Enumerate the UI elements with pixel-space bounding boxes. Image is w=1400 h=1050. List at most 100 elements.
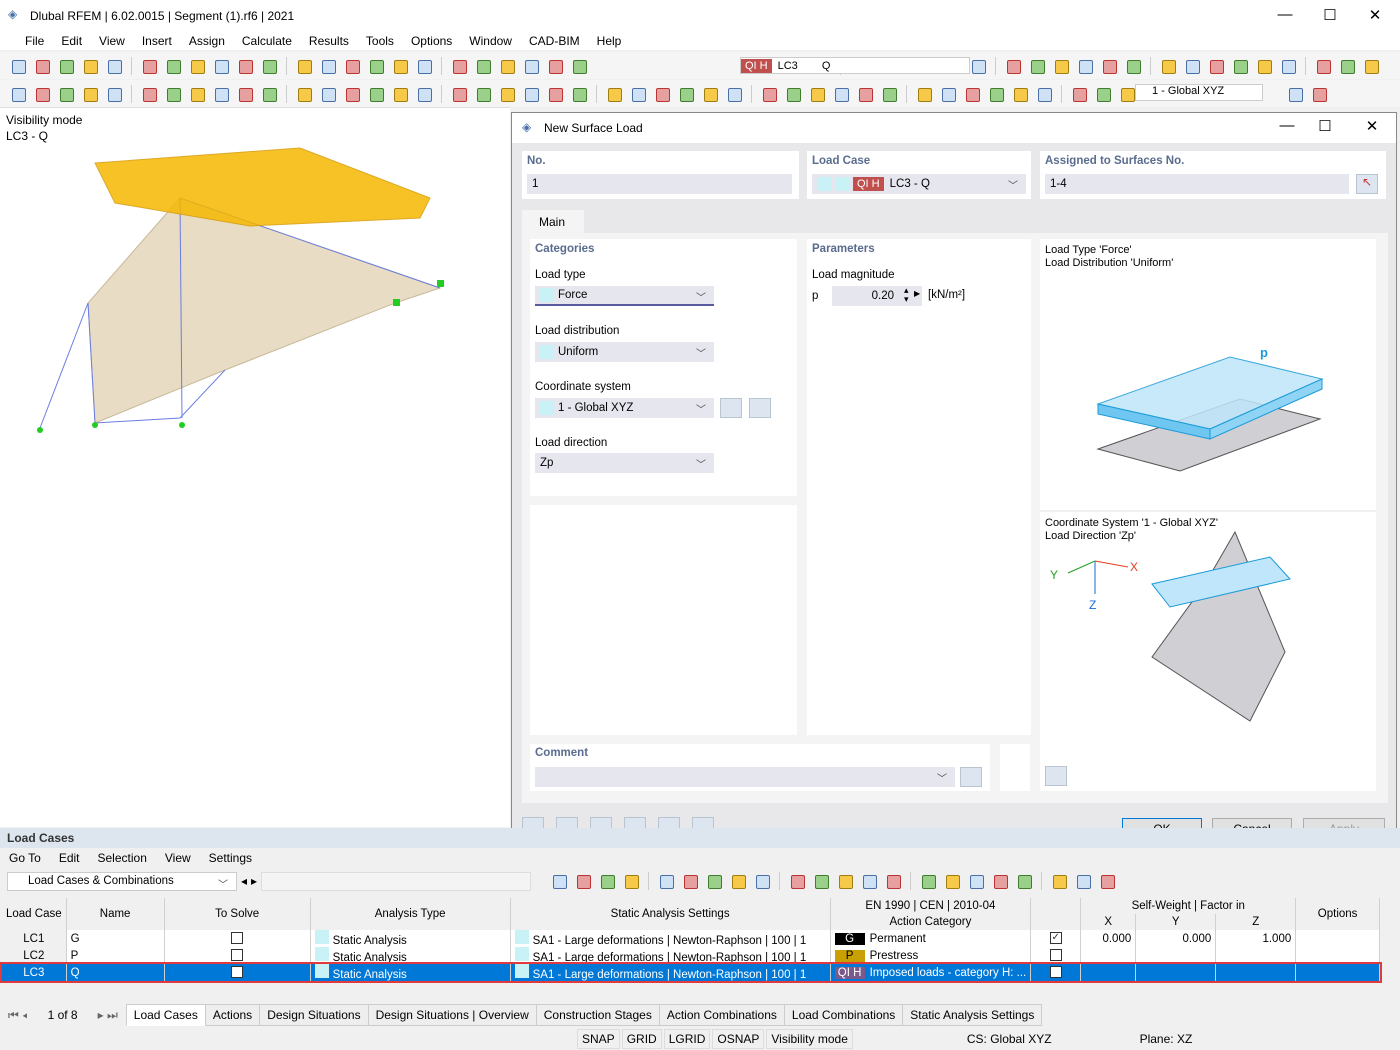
- toolbar-button[interactable]: [139, 85, 159, 103]
- toolbar-button[interactable]: [1123, 57, 1143, 75]
- toolbar-button[interactable]: [1361, 57, 1381, 75]
- toolbar-button[interactable]: [1309, 85, 1329, 103]
- toolbar-button[interactable]: [1230, 57, 1250, 75]
- toolbar-button[interactable]: [1051, 57, 1071, 75]
- menu-window[interactable]: Window: [469, 34, 512, 48]
- next-arrow-icon[interactable]: ▸: [251, 874, 258, 888]
- toolbar-button[interactable]: [211, 85, 231, 103]
- comment-input[interactable]: ﹀: [535, 767, 955, 787]
- toolbar-button[interactable]: [56, 57, 76, 75]
- panel-menu-item[interactable]: Go To: [9, 851, 41, 865]
- toolbar-button[interactable]: [414, 57, 434, 75]
- menu-cad-bim[interactable]: CAD-BIM: [528, 34, 580, 48]
- menu-options[interactable]: Options: [410, 34, 453, 48]
- to-solve-checkbox[interactable]: [231, 932, 244, 945]
- toolbar-button[interactable]: [473, 85, 493, 103]
- filter-dropdown[interactable]: Load Cases & Combinations ﹀: [7, 871, 237, 891]
- toolbar-button[interactable]: [473, 57, 493, 75]
- toolbar-button[interactable]: [990, 872, 1010, 890]
- toolbar-button[interactable]: [545, 57, 565, 75]
- toolbar-button[interactable]: [521, 57, 541, 75]
- toolbar-button[interactable]: [235, 57, 255, 75]
- dialog-maximize-button[interactable]: ☐: [1318, 118, 1332, 135]
- view-options-icon[interactable]: [1045, 766, 1067, 786]
- toolbar-button[interactable]: [831, 85, 851, 103]
- toolbar-button[interactable]: [962, 85, 982, 103]
- toolbar-button[interactable]: [1027, 57, 1047, 75]
- toolbar-button[interactable]: [569, 85, 589, 103]
- comment-library-icon[interactable]: [960, 767, 982, 787]
- load-case-dropdown[interactable]: QI H LC3 - Q ﹀: [812, 174, 1026, 194]
- pick-surfaces-icon[interactable]: ↖: [1356, 174, 1378, 194]
- toolbar-button[interactable]: [1278, 57, 1298, 75]
- new-coord-system-icon[interactable]: [720, 398, 742, 418]
- toolbar-button[interactable]: [497, 85, 517, 103]
- toolbar-button[interactable]: [942, 872, 962, 890]
- tab-actions[interactable]: Actions: [204, 1004, 261, 1026]
- dialog-minimize-button[interactable]: —: [1279, 117, 1295, 134]
- toolbar-button[interactable]: [704, 872, 724, 890]
- menu-view[interactable]: View: [99, 34, 125, 48]
- toolbar-button[interactable]: [259, 57, 279, 75]
- snap-toggle[interactable]: SNAP: [577, 1028, 620, 1049]
- toolbar-button[interactable]: [414, 85, 434, 103]
- toolbar-button[interactable]: [811, 872, 831, 890]
- visibility-mode-status[interactable]: Visibility mode: [766, 1028, 853, 1049]
- dialog-close-button[interactable]: ✕: [1365, 118, 1379, 135]
- toolbar-button[interactable]: [8, 85, 28, 103]
- menu-help[interactable]: Help: [596, 34, 622, 48]
- menu-assign[interactable]: Assign: [188, 34, 225, 48]
- toolbar-button[interactable]: [390, 85, 410, 103]
- toolbar-button[interactable]: [621, 872, 641, 890]
- toolbar-button[interactable]: [187, 57, 207, 75]
- toolbar-button[interactable]: [1014, 872, 1034, 890]
- self-weight-checkbox[interactable]: ✓: [1049, 932, 1062, 945]
- menu-insert[interactable]: Insert: [141, 34, 172, 48]
- tab-main[interactable]: Main: [522, 210, 584, 234]
- toolbar-button[interactable]: [1069, 85, 1089, 103]
- toolbar-button[interactable]: [8, 57, 28, 75]
- toolbar-button[interactable]: [652, 85, 672, 103]
- toolbar-button[interactable]: [1093, 85, 1113, 103]
- toolbar-button[interactable]: [966, 872, 986, 890]
- toolbar-button[interactable]: [656, 872, 676, 890]
- coord-system-dropdown[interactable]: 1 - Global XYZ ﹀: [535, 398, 714, 418]
- toolbar-button[interactable]: [366, 57, 386, 75]
- toolbar-button[interactable]: [1254, 57, 1274, 75]
- no-field[interactable]: 1: [527, 174, 792, 194]
- table-row[interactable]: LC3 Q Static Analysis SA1 - Large deformati…: [0, 962, 1382, 983]
- toolbar-button[interactable]: [680, 872, 700, 890]
- panel-menu-item[interactable]: Edit: [58, 851, 80, 865]
- self-weight-checkbox[interactable]: [1049, 949, 1062, 962]
- load-direction-dropdown[interactable]: Zp ﹀: [535, 453, 714, 473]
- tab-design-situations[interactable]: Design Situations: [259, 1004, 369, 1026]
- load-magnitude-input[interactable]: 0.20: [832, 286, 922, 306]
- toolbar-button[interactable]: [235, 85, 255, 103]
- tab-load-cases[interactable]: Load Cases: [125, 1004, 206, 1026]
- toolbar-button[interactable]: [807, 85, 827, 103]
- spinner-icon[interactable]: ▴ ▾: [904, 285, 909, 304]
- menu-tools[interactable]: Tools: [365, 34, 394, 48]
- toolbar-button[interactable]: [787, 872, 807, 890]
- toolbar-button[interactable]: [366, 85, 386, 103]
- toolbar-button[interactable]: [938, 85, 958, 103]
- toolbar-button[interactable]: [700, 85, 720, 103]
- tab-construction-stages[interactable]: Construction Stages: [535, 1004, 660, 1026]
- load-type-dropdown[interactable]: Force ﹀: [535, 286, 714, 306]
- toolbar-button[interactable]: [163, 85, 183, 103]
- table-row[interactable]: LC2 P Static Analysis SA1 - Large deformati…: [2, 947, 1380, 964]
- self-weight-checkbox[interactable]: [1049, 966, 1062, 979]
- toolbar-button[interactable]: [80, 85, 100, 103]
- model-3d-view[interactable]: [0, 108, 510, 828]
- toolbar-button[interactable]: [163, 57, 183, 75]
- toolbar-button[interactable]: [783, 85, 803, 103]
- toolbar-button[interactable]: [569, 57, 589, 75]
- menu-file[interactable]: File: [25, 34, 45, 48]
- toolbar-button[interactable]: [986, 85, 1006, 103]
- minimize-button[interactable]: —: [1277, 6, 1293, 23]
- toolbar-button[interactable]: [752, 872, 772, 890]
- table-row[interactable]: LC1 G Static Analysis SA1 - Large deformati…: [2, 930, 1380, 947]
- toolbar-button[interactable]: [342, 57, 362, 75]
- tab-action-combinations[interactable]: Action Combinations: [658, 1004, 785, 1026]
- toolbar-button[interactable]: [139, 57, 159, 75]
